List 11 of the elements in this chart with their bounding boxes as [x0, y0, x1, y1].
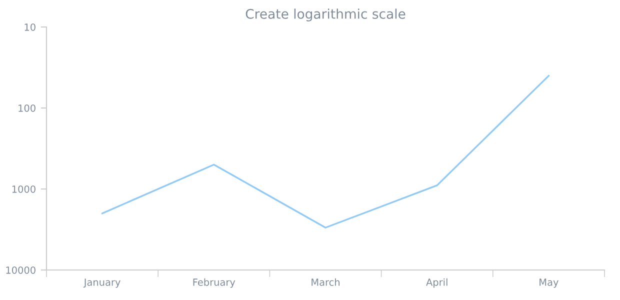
line-series: [101, 74, 550, 228]
x-tick-label: May: [540, 278, 558, 288]
x-tick-label: January: [83, 278, 120, 288]
x-tick-label: March: [312, 278, 340, 286]
chart-title: Create logarithmic scale: [246, 8, 406, 22]
y-tick-label: 10000: [6, 266, 36, 274]
y-tick-label: 10: [24, 23, 36, 31]
y-tick-label: 100: [18, 104, 36, 112]
y-tick-label: 1000: [12, 185, 36, 193]
x-tick-label: February: [193, 278, 236, 288]
x-tick-label: April: [426, 278, 448, 288]
